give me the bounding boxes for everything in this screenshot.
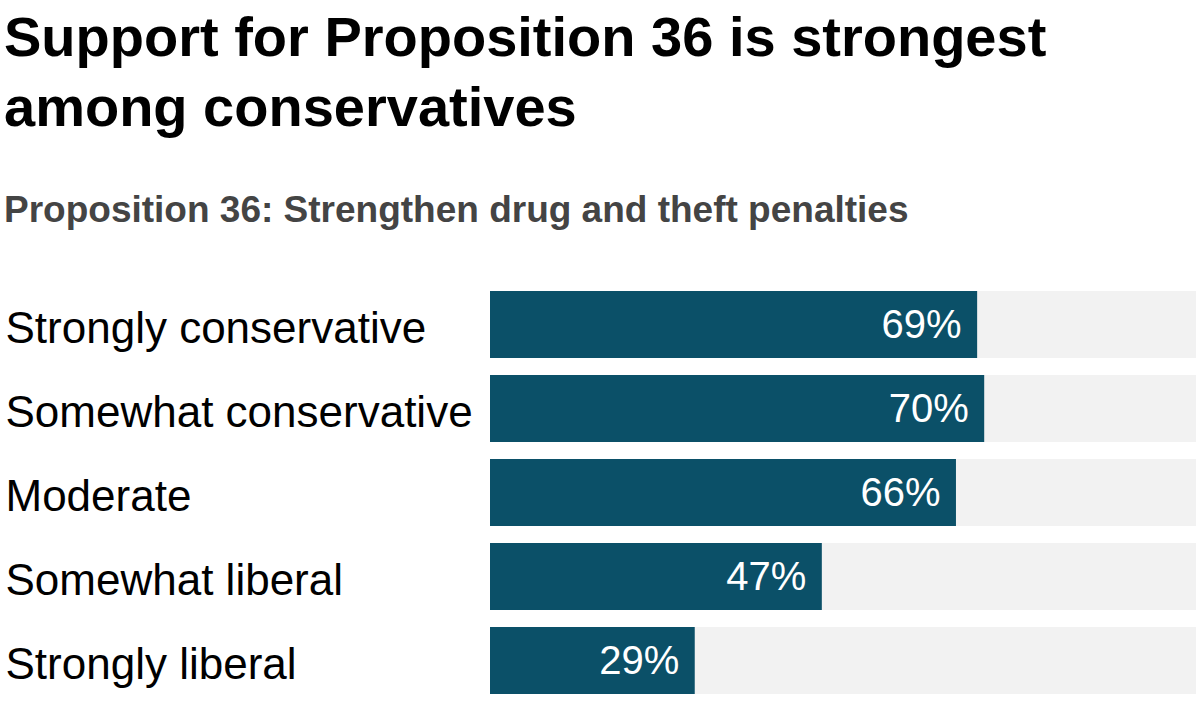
svg-text:47%: 47% [726,554,806,598]
svg-text:29%: 29% [599,638,679,682]
svg-text:69%: 69% [882,302,962,346]
html-text:Support for Proposition 36 is: Support for Proposition 36 is strongest … [4,5,1047,138]
svg-text:Moderate: Moderate [6,471,192,520]
svg-text:Strongly liberal: Strongly liberal [6,639,297,688]
svg-text:Somewhat liberal: Somewhat liberal [6,555,344,604]
svg-text:66%: 66% [860,470,940,514]
svg-text:Somewhat conservative: Somewhat conservative [6,387,473,436]
svg-text:70%: 70% [889,386,969,430]
html-text:Proposition 36: Strengthen dru: Proposition 36: Strengthen drug and thef… [4,189,909,230]
svg-text:Strongly conservative: Strongly conservative [6,303,427,352]
